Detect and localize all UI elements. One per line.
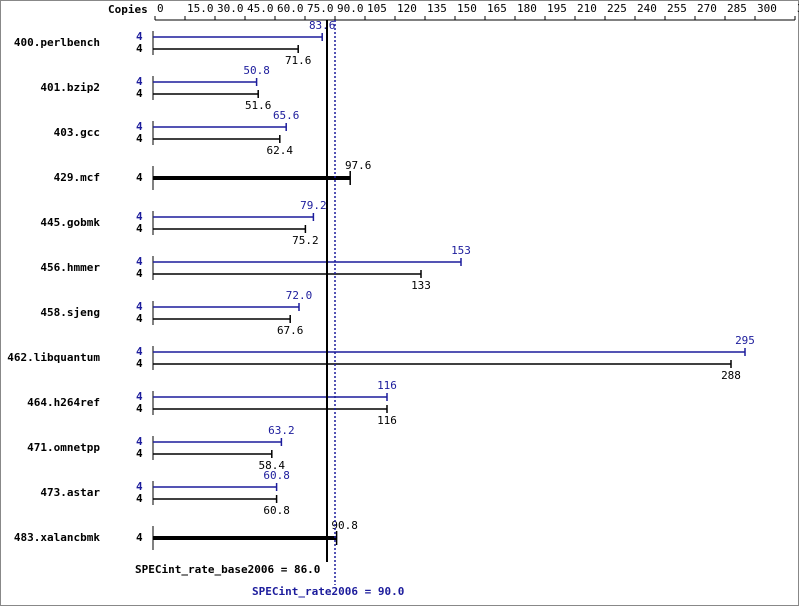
value-label: 153	[451, 244, 471, 257]
value-label: 60.8	[263, 469, 290, 482]
copies: 4	[136, 267, 143, 280]
value-label: 63.2	[268, 424, 295, 437]
x-tick-label: 30.0	[217, 2, 244, 15]
copies: 4	[136, 120, 143, 133]
x-tick-label: 285	[727, 2, 747, 15]
x-tick-label: 270	[697, 2, 717, 15]
category-label: 401.bzip2	[40, 81, 100, 94]
value-label: 90.8	[331, 519, 358, 532]
copies: 4	[136, 435, 143, 448]
copies: 4	[136, 222, 143, 235]
value-label: 75.2	[292, 234, 319, 247]
copies: 4	[136, 402, 143, 415]
value-label: 72.0	[286, 289, 313, 302]
value-label: 79.2	[300, 199, 327, 212]
copies: 4	[136, 357, 143, 370]
copies-header: Copies	[108, 3, 148, 16]
x-tick-label: 165	[487, 2, 507, 15]
category-label: 429.mcf	[54, 171, 100, 184]
value-label: 71.6	[285, 54, 312, 67]
value-label: 58.4	[259, 459, 286, 472]
x-tick-label: 120	[397, 2, 417, 15]
value-label: 288	[721, 369, 741, 382]
category-label: 462.libquantum	[7, 351, 100, 364]
value-label: 97.6	[345, 159, 372, 172]
x-tick-label: 320	[797, 2, 799, 15]
value-label: 51.6	[245, 99, 272, 112]
value-label: 60.8	[263, 504, 290, 517]
category-label: 400.perlbench	[14, 36, 100, 49]
x-tick-label: 105	[367, 2, 387, 15]
copies: 4	[136, 171, 143, 184]
x-tick-label: 75.0	[307, 2, 334, 15]
copies: 4	[136, 42, 143, 55]
copies: 4	[136, 300, 143, 313]
value-label: 295	[735, 334, 755, 347]
value-label: 50.8	[243, 64, 270, 77]
x-tick-label: 0	[157, 2, 164, 15]
value-label: 133	[411, 279, 431, 292]
x-tick-label: 210	[577, 2, 597, 15]
reference-label: SPECint_rate2006 = 90.0	[252, 585, 404, 598]
copies: 4	[136, 75, 143, 88]
category-label: 473.astar	[40, 486, 100, 499]
value-label: 62.4	[267, 144, 294, 157]
category-label: 458.sjeng	[40, 306, 100, 319]
x-tick-label: 225	[607, 2, 627, 15]
category-label: 464.h264ref	[27, 396, 100, 409]
copies: 4	[136, 312, 143, 325]
copies: 4	[136, 447, 143, 460]
value-label: 67.6	[277, 324, 304, 337]
copies: 4	[136, 390, 143, 403]
x-tick-label: 180	[517, 2, 537, 15]
x-tick-label: 45.0	[247, 2, 274, 15]
x-tick-label: 90.0	[337, 2, 364, 15]
x-tick-label: 135	[427, 2, 447, 15]
x-tick-label: 300	[757, 2, 777, 15]
category-label: 403.gcc	[54, 126, 100, 139]
category-label: 456.hmmer	[40, 261, 100, 274]
value-label: 83.6	[309, 19, 336, 32]
x-tick-label: 150	[457, 2, 477, 15]
x-tick-label: 255	[667, 2, 687, 15]
copies: 4	[136, 30, 143, 43]
value-label: 116	[377, 379, 397, 392]
category-label: 483.xalancbmk	[14, 531, 100, 544]
value-label: 116	[377, 414, 397, 427]
copies: 4	[136, 255, 143, 268]
copies: 4	[136, 531, 143, 544]
copies: 4	[136, 87, 143, 100]
copies: 4	[136, 132, 143, 145]
x-tick-label: 240	[637, 2, 657, 15]
x-tick-label: 15.0	[187, 2, 214, 15]
copies: 4	[136, 345, 143, 358]
category-label: 471.omnetpp	[27, 441, 100, 454]
value-label: 65.6	[273, 109, 300, 122]
copies: 4	[136, 492, 143, 505]
copies: 4	[136, 210, 143, 223]
x-tick-label: 195	[547, 2, 567, 15]
category-label: 445.gobmk	[40, 216, 100, 229]
reference-label: SPECint_rate_base2006 = 86.0	[135, 563, 320, 576]
copies: 4	[136, 480, 143, 493]
x-tick-label: 60.0	[277, 2, 304, 15]
